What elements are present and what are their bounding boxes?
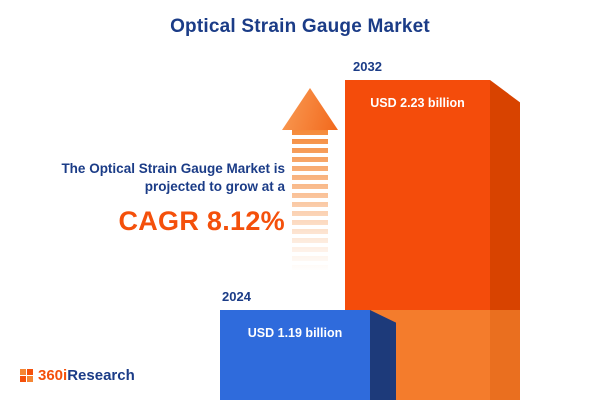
page-title: Optical Strain Gauge Market bbox=[170, 16, 430, 37]
brand-logo: 360iResearch bbox=[20, 368, 135, 383]
logo-text-research: Research bbox=[67, 367, 135, 384]
logo-squares-icon bbox=[20, 369, 33, 382]
growth-annotation: The Optical Strain Gauge Market is proje… bbox=[18, 160, 285, 240]
growth-arrow-fade bbox=[292, 130, 328, 272]
logo-text: 360iResearch bbox=[38, 368, 135, 383]
bar-2032-year-label: 2032 bbox=[353, 59, 382, 74]
annotation-line-1: The Optical Strain Gauge Market is bbox=[61, 161, 285, 176]
bar-2024-value-label: USD 1.19 billion bbox=[247, 326, 343, 340]
bar-2032-value-label: USD 2.23 billion bbox=[370, 96, 465, 110]
logo-text-360i: 360i bbox=[38, 367, 68, 384]
annotation-line-2: projected to grow at a bbox=[144, 179, 285, 195]
bar-2024-year-label: 2024 bbox=[222, 289, 251, 304]
bar-2024-side-face bbox=[370, 310, 396, 400]
cagr-value: CAGR 8.12% bbox=[118, 206, 285, 237]
bar-2032-side-face bbox=[490, 80, 520, 400]
growth-arrow-icon bbox=[282, 88, 338, 130]
bar-2024 bbox=[220, 310, 370, 400]
